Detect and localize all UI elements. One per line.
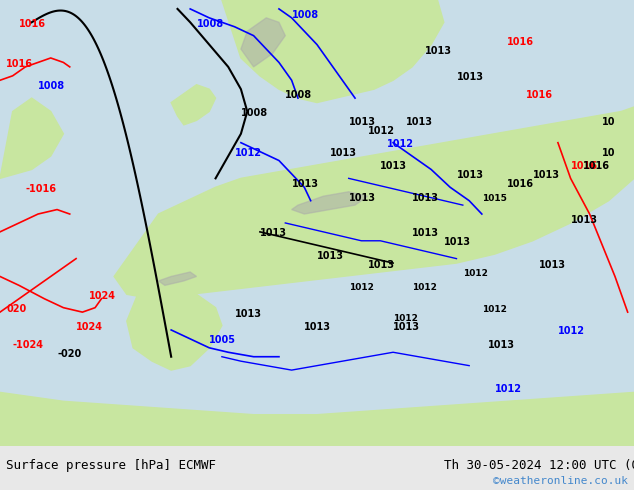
Text: 1012: 1012 bbox=[495, 384, 522, 394]
Polygon shape bbox=[241, 18, 285, 67]
Text: 1016: 1016 bbox=[19, 19, 46, 29]
Text: 1012: 1012 bbox=[463, 270, 488, 278]
Text: 1012: 1012 bbox=[349, 283, 373, 292]
Text: Th 30-05-2024 12:00 UTC (00+156): Th 30-05-2024 12:00 UTC (00+156) bbox=[444, 459, 634, 472]
Text: -1024: -1024 bbox=[13, 340, 44, 350]
Text: 1013: 1013 bbox=[349, 193, 376, 203]
Text: 1013: 1013 bbox=[488, 340, 515, 350]
Text: -1016: -1016 bbox=[25, 184, 56, 194]
Text: 1008: 1008 bbox=[241, 108, 268, 118]
Text: 1013: 1013 bbox=[444, 237, 471, 247]
Text: 1016: 1016 bbox=[583, 161, 611, 172]
Text: 1008: 1008 bbox=[197, 19, 224, 29]
Text: 1013: 1013 bbox=[412, 228, 439, 238]
Text: 1015: 1015 bbox=[482, 194, 507, 203]
Text: 10: 10 bbox=[602, 117, 616, 127]
Text: 10: 10 bbox=[602, 148, 616, 158]
Polygon shape bbox=[0, 392, 634, 446]
Text: 1016: 1016 bbox=[6, 59, 34, 69]
Text: 1008: 1008 bbox=[285, 90, 313, 100]
Polygon shape bbox=[171, 85, 216, 125]
Polygon shape bbox=[222, 0, 444, 102]
Text: 1012: 1012 bbox=[387, 139, 414, 149]
Text: 1013: 1013 bbox=[317, 250, 344, 261]
Text: 1012: 1012 bbox=[393, 314, 418, 323]
Text: ©weatheronline.co.uk: ©weatheronline.co.uk bbox=[493, 476, 628, 486]
Polygon shape bbox=[0, 0, 634, 446]
Text: 1013: 1013 bbox=[425, 46, 452, 55]
Text: 1013: 1013 bbox=[235, 309, 262, 318]
Text: 1012: 1012 bbox=[368, 126, 395, 136]
Text: 1013: 1013 bbox=[393, 322, 420, 332]
Polygon shape bbox=[127, 281, 222, 370]
Text: 1013: 1013 bbox=[533, 171, 560, 180]
Polygon shape bbox=[292, 192, 368, 214]
Text: 1013: 1013 bbox=[380, 161, 408, 172]
Text: 1024: 1024 bbox=[89, 291, 116, 301]
Text: 1008: 1008 bbox=[38, 81, 65, 91]
Text: 1016: 1016 bbox=[571, 161, 598, 172]
Text: 1013: 1013 bbox=[330, 148, 357, 158]
Text: 1013: 1013 bbox=[571, 215, 598, 225]
Text: 1013: 1013 bbox=[456, 72, 484, 82]
Text: 1013: 1013 bbox=[260, 228, 287, 238]
Text: 1013: 1013 bbox=[292, 179, 319, 189]
Text: 1013: 1013 bbox=[539, 260, 566, 270]
Text: 1012: 1012 bbox=[558, 326, 585, 337]
Text: 1016: 1016 bbox=[507, 37, 534, 47]
Polygon shape bbox=[158, 272, 197, 285]
Text: 1013: 1013 bbox=[368, 260, 395, 270]
Polygon shape bbox=[114, 107, 634, 299]
Text: 1024: 1024 bbox=[76, 322, 103, 332]
Text: -020: -020 bbox=[57, 349, 81, 359]
Text: 1012: 1012 bbox=[235, 148, 262, 158]
Text: 1005: 1005 bbox=[209, 335, 236, 345]
Text: 1013: 1013 bbox=[412, 193, 439, 203]
Text: 1012: 1012 bbox=[412, 283, 437, 292]
Polygon shape bbox=[0, 98, 63, 178]
Text: 1016: 1016 bbox=[526, 90, 553, 100]
Text: 1008: 1008 bbox=[292, 10, 319, 20]
Text: Surface pressure [hPa] ECMWF: Surface pressure [hPa] ECMWF bbox=[6, 459, 216, 472]
Text: 1013: 1013 bbox=[304, 322, 332, 332]
Text: 1013: 1013 bbox=[406, 117, 433, 127]
Text: 1012: 1012 bbox=[482, 305, 507, 314]
Text: 1013: 1013 bbox=[456, 171, 484, 180]
Text: 1016: 1016 bbox=[507, 179, 534, 189]
Text: 1013: 1013 bbox=[349, 117, 376, 127]
Text: 020: 020 bbox=[6, 304, 27, 314]
